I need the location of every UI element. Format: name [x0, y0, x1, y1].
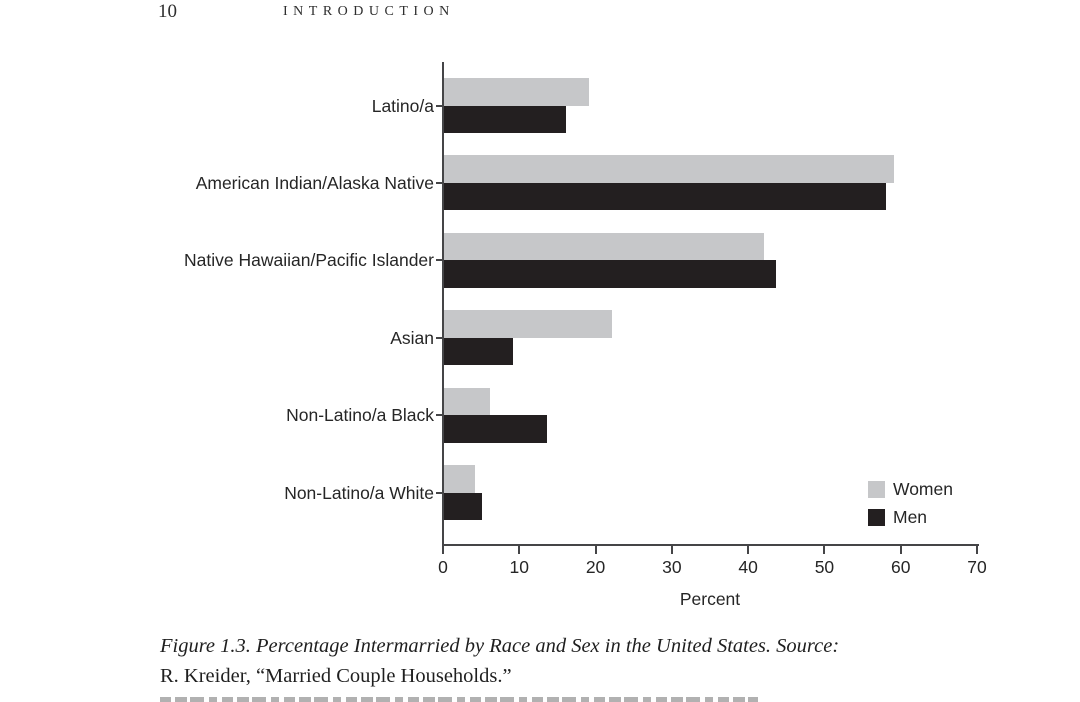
x-tick-label: 50	[814, 557, 835, 577]
x-tick	[518, 546, 521, 554]
legend-label-men: Men	[893, 507, 928, 527]
category-tick	[436, 104, 442, 107]
bar-women-5	[444, 465, 475, 493]
bar-women-4	[444, 387, 490, 416]
bar-men-4	[444, 415, 547, 443]
x-tick	[823, 546, 826, 554]
figure-caption: Figure 1.3. Percentage Intermarried by R…	[160, 631, 960, 691]
x-tick-label: 10	[509, 557, 530, 577]
legend-swatch-women	[868, 481, 885, 498]
x-tick	[442, 546, 444, 554]
category-tick	[436, 259, 442, 262]
category-tick	[436, 491, 442, 494]
x-tick-label: 70	[967, 557, 987, 577]
category-label: Native Hawaiian/Pacific Islander	[184, 250, 434, 271]
legend-swatch-men	[868, 509, 885, 526]
category-label: American Indian/Alaska Native	[195, 172, 434, 193]
x-tick-label: 0	[438, 557, 448, 577]
x-tick	[747, 546, 750, 554]
category-tick	[436, 414, 442, 417]
bar-men-5	[444, 492, 483, 520]
figure-caption-line1: Figure 1.3. Percentage Intermarried by R…	[160, 635, 840, 657]
x-axis-line	[442, 544, 979, 546]
x-tick-label: 60	[890, 557, 911, 577]
running-head: INTRODUCTION	[283, 4, 455, 19]
legend-label-women: Women	[893, 479, 953, 499]
x-tick-label: 20	[585, 557, 606, 577]
category-label: Latino/a	[371, 95, 434, 116]
x-tick	[594, 546, 597, 554]
x-tick	[976, 546, 978, 554]
bar-women-1	[444, 155, 895, 183]
x-axis-title: Percent	[679, 589, 741, 609]
figure-caption-line2: R. Kreider, “Married Couple Households.”	[160, 665, 512, 687]
x-tick-label: 40	[738, 557, 758, 577]
cropped-text-line	[160, 697, 758, 702]
bar-women-3	[444, 310, 612, 338]
x-tick-label: 30	[662, 557, 682, 577]
x-tick	[670, 546, 673, 554]
category-label: Non-Latino/a Black	[286, 405, 434, 426]
category-tick	[436, 181, 442, 184]
bar-men-1	[444, 182, 887, 211]
y-axis-line	[442, 62, 444, 554]
page-number: 10	[158, 1, 177, 22]
bar-women-2	[444, 232, 765, 261]
x-tick	[899, 546, 902, 554]
category-label: Non-Latino/a White	[284, 482, 434, 503]
bar-women-0	[444, 78, 589, 106]
bar-men-0	[444, 105, 567, 133]
category-label: Asian	[390, 327, 434, 348]
category-tick	[436, 336, 442, 339]
bar-men-3	[444, 337, 513, 366]
bar-men-2	[444, 260, 776, 288]
